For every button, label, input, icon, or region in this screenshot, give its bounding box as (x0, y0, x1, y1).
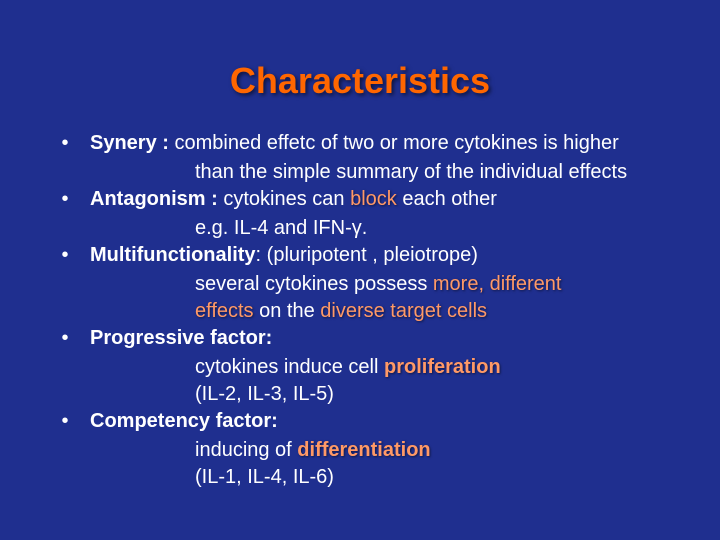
bullet-item: • Antagonism : cytokines can block each … (40, 186, 680, 213)
definition: combined effetc of two or more cytokines… (174, 132, 618, 154)
bullet-marker: • (40, 130, 90, 157)
highlight-text: block (350, 188, 397, 210)
continuation-line: e.g. IL-4 and IFN-γ. (40, 215, 680, 242)
text-pre: inducing of (195, 439, 297, 461)
text-pre: cytokines induce cell (195, 356, 384, 378)
content-area: • Synery : combined effetc of two or mor… (40, 130, 680, 491)
bullet-text: Synery : combined effetc of two or more … (90, 130, 680, 157)
bullet-text: Progressive factor: (90, 325, 680, 352)
text-mid: on the (254, 300, 321, 322)
term: Antagonism : (90, 188, 223, 210)
bullet-text: Multifunctionality: (pluripotent , pleio… (90, 242, 680, 269)
continuation-line: cytokines induce cell proliferation (40, 354, 680, 381)
continuation-line: (IL-2, IL-3, IL-5) (40, 381, 680, 408)
bullet-text: Antagonism : cytokines can block each ot… (90, 186, 680, 213)
continuation-line: effects on the diverse target cells (40, 298, 680, 325)
highlight-text: diverse target cells (320, 300, 487, 322)
highlight-text: differentiation (297, 439, 430, 461)
bullet-item: • Competency factor: (40, 408, 680, 435)
bullet-item: • Progressive factor: (40, 325, 680, 352)
slide-title: Characteristics (40, 60, 680, 102)
bullet-item: • Multifunctionality: (pluripotent , ple… (40, 242, 680, 269)
bullet-text: Competency factor: (90, 408, 680, 435)
definition: : (pluripotent , pleiotrope) (256, 244, 478, 266)
continuation-line: than the simple summary of the individua… (40, 159, 680, 186)
term: Competency factor: (90, 410, 278, 432)
highlight-text: proliferation (384, 356, 501, 378)
term: Multifunctionality (90, 244, 256, 266)
continuation-line: inducing of differentiation (40, 437, 680, 464)
continuation-line: several cytokines possess more, differen… (40, 271, 680, 298)
bullet-item: • Synery : combined effetc of two or mor… (40, 130, 680, 157)
term: Synery : (90, 132, 174, 154)
text-pre: several cytokines possess (195, 273, 433, 295)
highlight-text: effects (195, 300, 254, 322)
continuation-line: (IL-1, IL-4, IL-6) (40, 464, 680, 491)
bullet-marker: • (40, 408, 90, 435)
text-pre: cytokines can (223, 188, 350, 210)
highlight-text: more, different (433, 273, 562, 295)
text-post: each other (397, 188, 497, 210)
term: Progressive factor: (90, 327, 272, 349)
bullet-marker: • (40, 242, 90, 269)
bullet-marker: • (40, 186, 90, 213)
bullet-marker: • (40, 325, 90, 352)
